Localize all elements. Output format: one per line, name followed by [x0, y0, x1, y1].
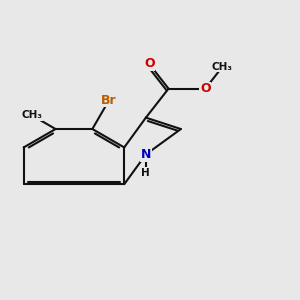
Text: Br: Br — [101, 94, 117, 107]
Text: N: N — [141, 148, 151, 161]
Text: H: H — [142, 168, 150, 178]
Text: CH₃: CH₃ — [212, 62, 233, 72]
Text: O: O — [200, 82, 211, 95]
Text: CH₃: CH₃ — [21, 110, 42, 120]
Text: O: O — [144, 58, 154, 70]
